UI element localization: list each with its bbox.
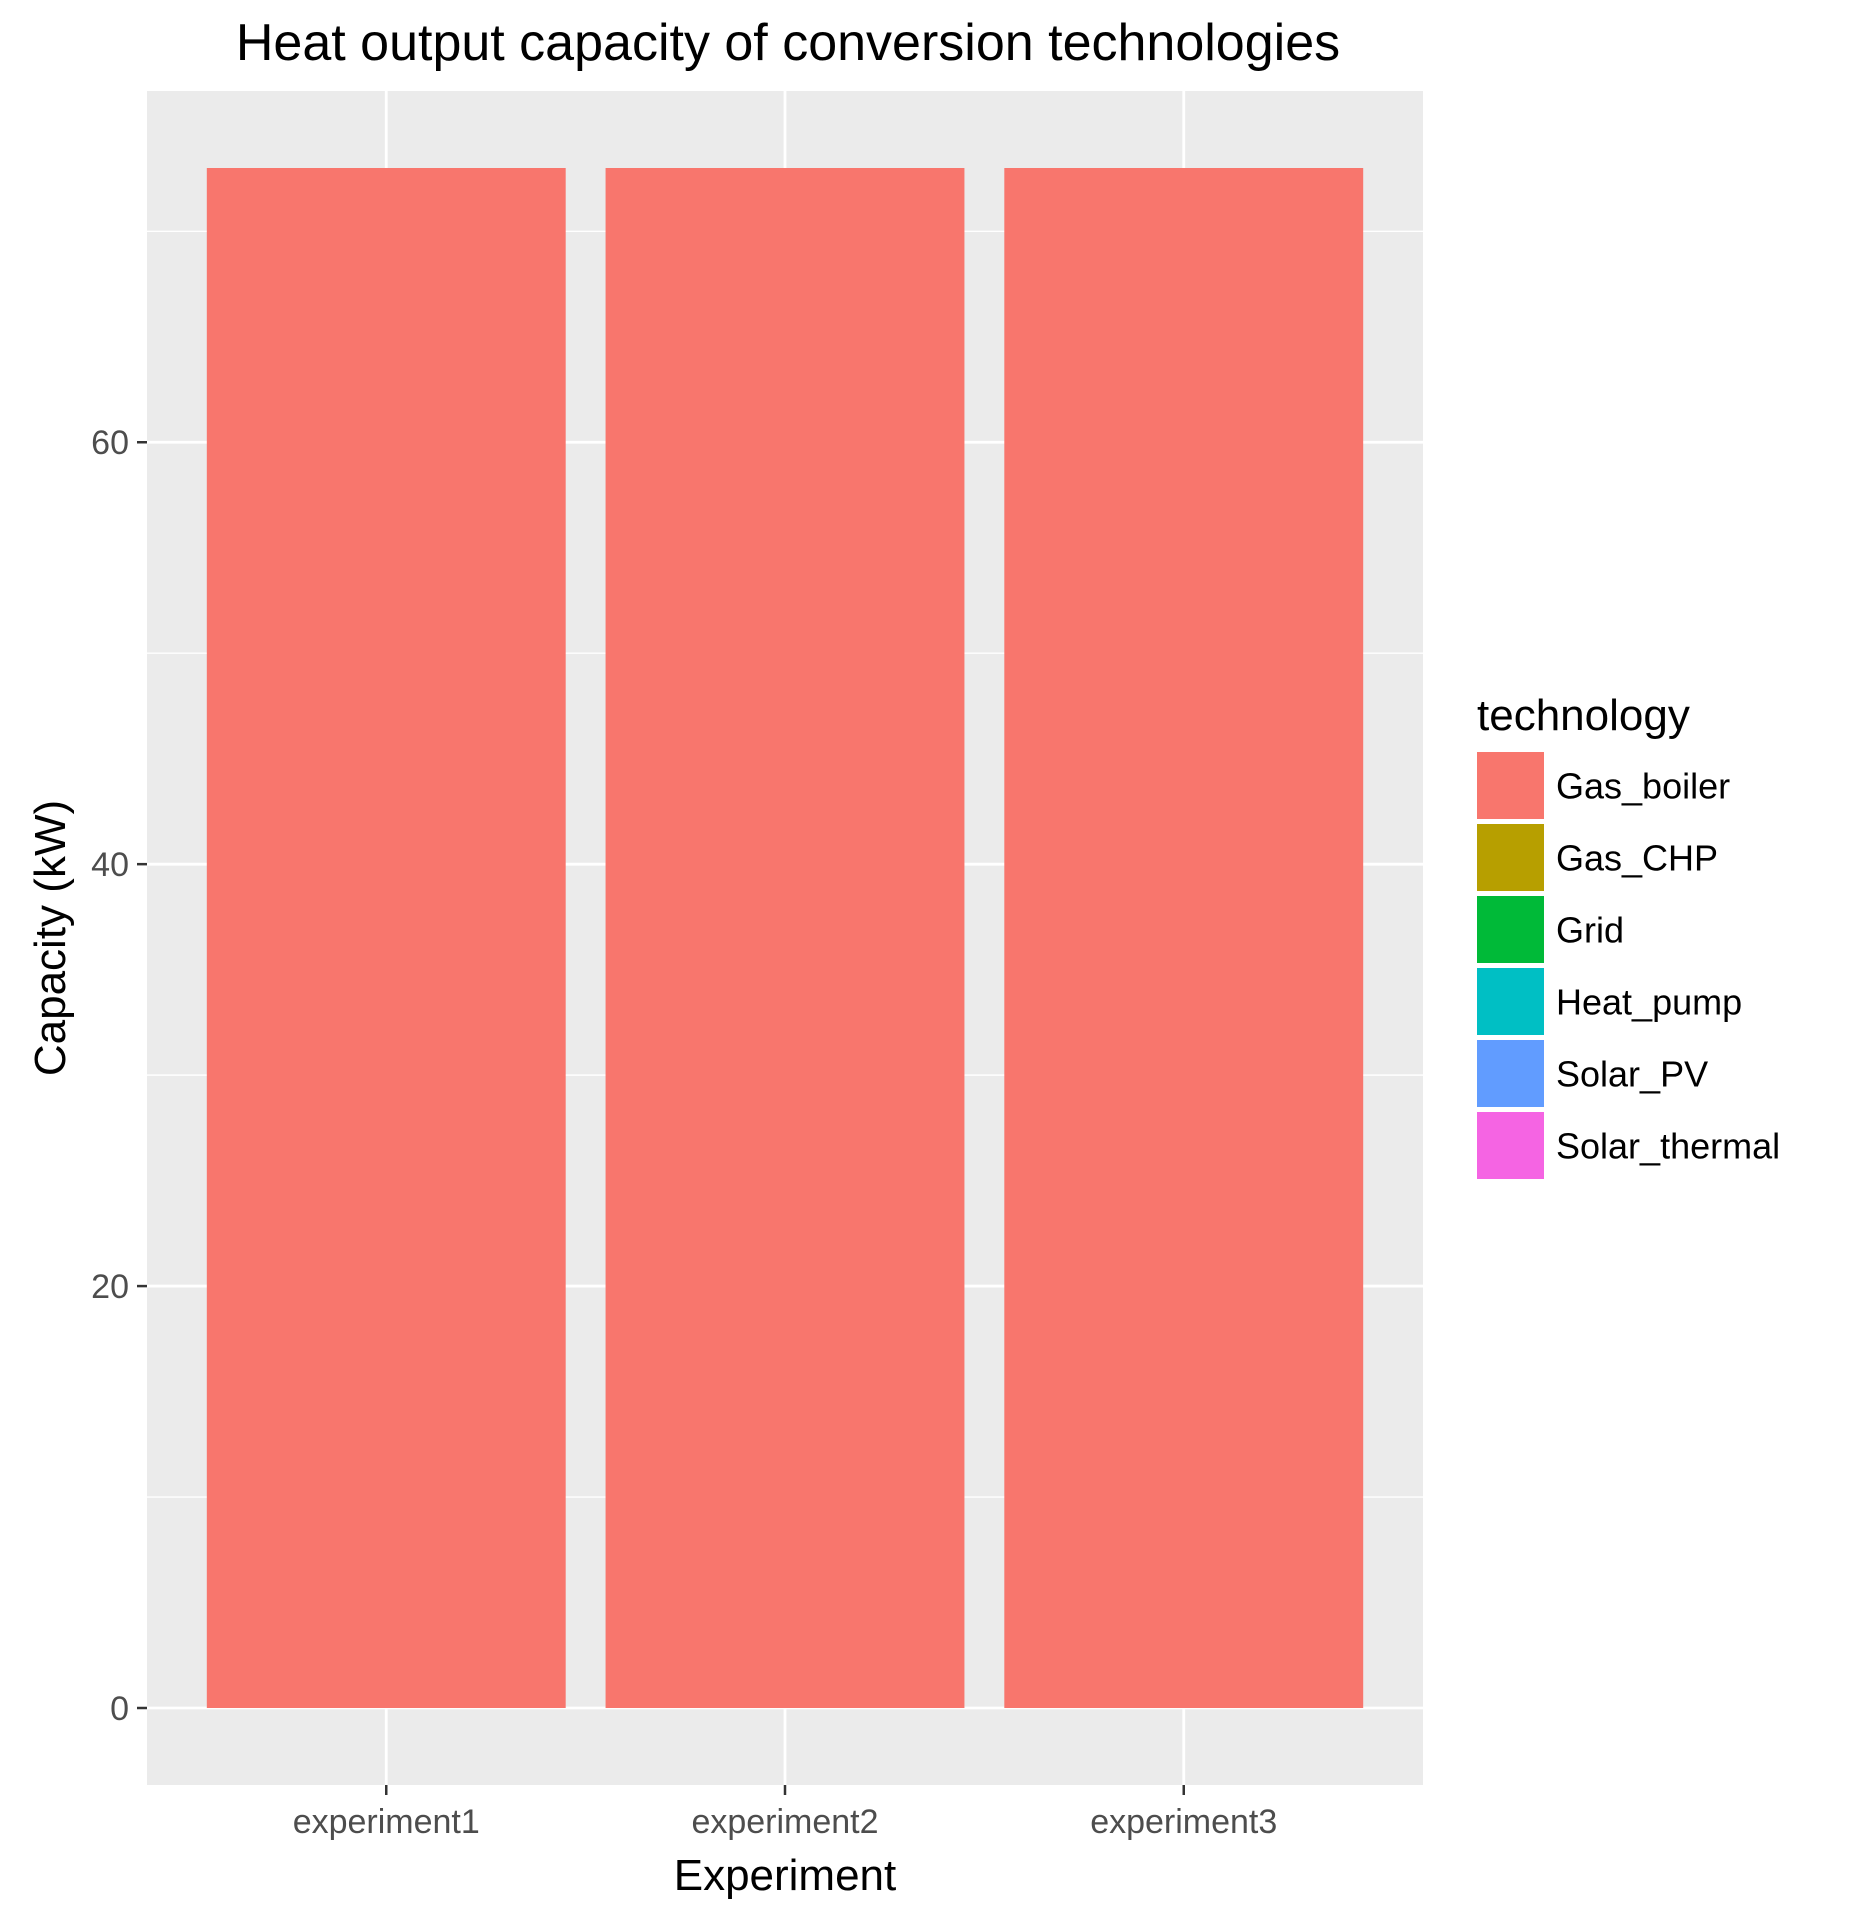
legend-label: Heat_pump <box>1556 982 1742 1023</box>
x-tick-label: experiment1 <box>293 1803 480 1841</box>
legend-items: Gas_boiler Gas_CHP Grid Heat_pump Solar_PV So… <box>1477 752 1780 1179</box>
y-tick-label: 0 <box>110 1690 129 1728</box>
y-tick-label: 20 <box>91 1268 129 1306</box>
y-tick-label: 60 <box>91 424 129 462</box>
legend: technology Gas_boiler Gas_CHP Grid Heat_pum… <box>1477 691 1780 1179</box>
legend-label: Grid <box>1556 910 1624 951</box>
y-tick-label: 40 <box>91 846 129 884</box>
legend-key-Gas_CHP <box>1477 824 1544 891</box>
legend-key-Grid <box>1477 896 1544 963</box>
legend-label: Gas_CHP <box>1556 838 1718 879</box>
chart-title: Heat output capacity of conversion techn… <box>236 14 1340 72</box>
axes: 0 20 40 60 experiment1 experiment2 experiment3 <box>91 424 1277 1841</box>
legend-label: Solar_PV <box>1556 1054 1708 1095</box>
bars <box>206 168 1364 1708</box>
y-axis-title: Capacity (kW) <box>26 800 75 1076</box>
legend-key-Solar_thermal <box>1477 1112 1544 1179</box>
legend-title: technology <box>1477 691 1690 740</box>
bar-Gas_boiler-experiment3 <box>1004 168 1364 1708</box>
x-tick-label: experiment3 <box>1090 1803 1277 1841</box>
legend-key-Gas_boiler <box>1477 752 1544 819</box>
bar-Gas_boiler-experiment2 <box>605 168 965 1708</box>
x-axis-title: Experiment <box>674 1851 897 1900</box>
legend-label: Gas_boiler <box>1556 766 1730 807</box>
legend-key-Heat_pump <box>1477 968 1544 1035</box>
legend-key-Solar_PV <box>1477 1040 1544 1107</box>
x-tick-label: experiment2 <box>691 1803 878 1841</box>
bar-Gas_boiler-experiment1 <box>206 168 566 1708</box>
legend-label: Solar_thermal <box>1556 1126 1780 1167</box>
